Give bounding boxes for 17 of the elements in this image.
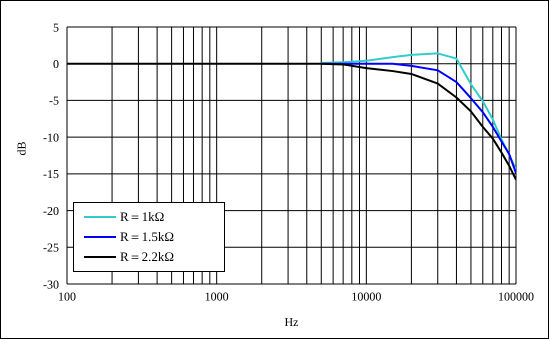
y-tick-label: -15 <box>43 167 59 182</box>
x-tick-label: 1000 <box>204 290 229 304</box>
y-tick-label: -25 <box>43 240 59 255</box>
legend-label: R＝1kΩ <box>120 208 164 226</box>
x-tick-label: 10000 <box>351 290 382 304</box>
x-tick-label: 100 <box>58 290 76 304</box>
y-tick-label: 0 <box>53 56 59 71</box>
y-tick-label: 5 <box>53 20 59 34</box>
legend-label: R＝1.5kΩ <box>120 228 174 246</box>
legend-label: R＝2.2kΩ <box>120 248 174 266</box>
y-tick-label: -20 <box>43 204 59 218</box>
x-tick-label: 100000 <box>498 290 534 304</box>
y-tick-label: -5 <box>49 94 59 108</box>
y-axis-title: dB <box>14 141 28 156</box>
y-tick-label: -30 <box>43 277 59 292</box>
x-axis-title: Hz <box>284 315 298 329</box>
y-tick-label: -10 <box>43 130 59 144</box>
